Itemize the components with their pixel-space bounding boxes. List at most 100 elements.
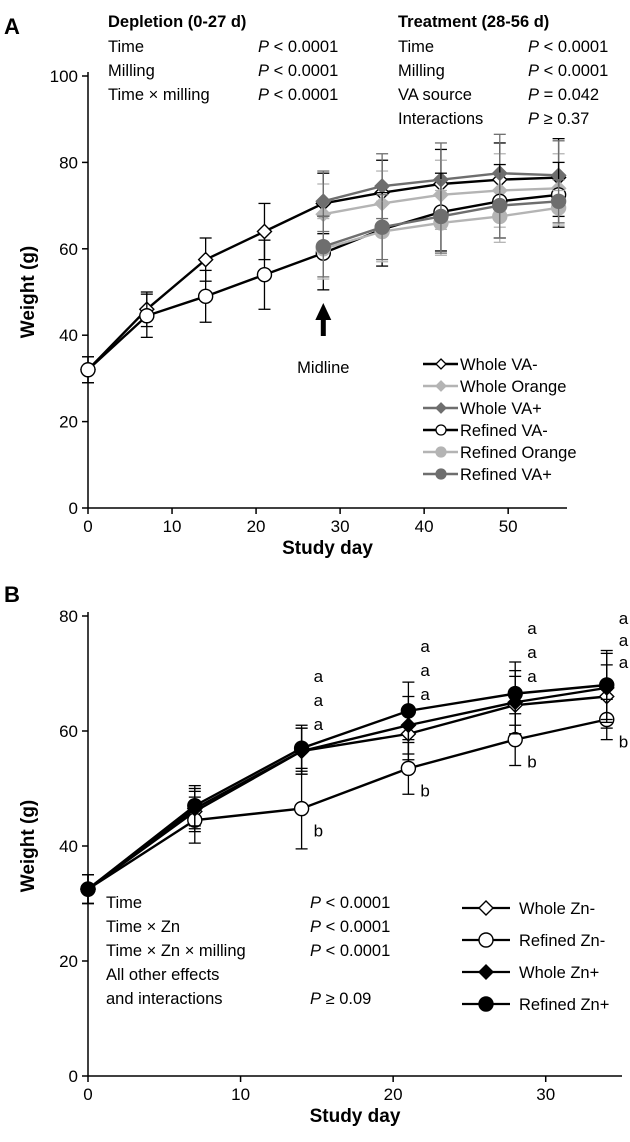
legend-marker bbox=[435, 424, 447, 436]
treatment-p: P < 0.0001 bbox=[528, 38, 608, 56]
group-letter-a: a bbox=[527, 643, 537, 662]
depletion-effect: Time bbox=[108, 38, 144, 56]
legend-marker bbox=[435, 380, 447, 392]
legend-marker bbox=[435, 358, 447, 370]
treatment-effect: Interactions bbox=[398, 110, 483, 128]
stat-effect: and interactions bbox=[106, 990, 223, 1008]
legend-marker bbox=[478, 932, 494, 948]
data-point bbox=[256, 267, 273, 283]
y-axis-title: Weight (g) bbox=[18, 800, 39, 893]
x-tick-label: 10 bbox=[231, 1085, 250, 1104]
group-letter-b: b bbox=[619, 733, 628, 752]
stat-p: P < 0.0001 bbox=[310, 894, 390, 912]
depletion-p: P < 0.0001 bbox=[258, 38, 338, 56]
data-point bbox=[550, 193, 567, 209]
stat-p: P < 0.0001 bbox=[310, 918, 390, 936]
legend-marker bbox=[435, 402, 447, 414]
treatment-p: P ≥ 0.37 bbox=[528, 110, 589, 128]
y-tick-label: 60 bbox=[59, 240, 78, 259]
x-axis-title: Study day bbox=[282, 538, 373, 559]
treatment-p: P = 0.042 bbox=[528, 86, 599, 104]
legend-label: Refined VA- bbox=[460, 422, 548, 440]
y-tick-label: 20 bbox=[59, 952, 78, 971]
data-point bbox=[197, 251, 214, 268]
x-tick-label: 30 bbox=[536, 1085, 555, 1104]
legend-item: Whole VA+ bbox=[423, 400, 542, 418]
group-letter-a: a bbox=[527, 667, 537, 686]
data-point bbox=[433, 208, 449, 225]
data-point bbox=[293, 800, 310, 817]
legend-item: Whole Zn- bbox=[462, 900, 595, 918]
legend-label: Refined Zn+ bbox=[519, 996, 609, 1014]
x-tick-label: 0 bbox=[83, 1085, 92, 1104]
depletion-effect: Milling bbox=[108, 62, 155, 80]
panel-b-label: B bbox=[4, 582, 20, 607]
group-letter-a: a bbox=[619, 653, 629, 672]
data-point bbox=[197, 288, 214, 305]
y-tick-label: 80 bbox=[59, 607, 78, 626]
series-line bbox=[87, 683, 607, 891]
legend-item: Whole VA- bbox=[423, 356, 538, 374]
y-tick-label: 60 bbox=[59, 722, 78, 741]
group-letter-b: b bbox=[420, 781, 429, 800]
data-point bbox=[187, 798, 203, 814]
group-letter-a: a bbox=[314, 691, 324, 710]
depletion-p: P < 0.0001 bbox=[258, 86, 338, 104]
x-tick-label: 20 bbox=[384, 1085, 403, 1104]
legend-item: Refined Zn+ bbox=[462, 996, 609, 1014]
series-line bbox=[87, 718, 608, 891]
x-tick-label: 50 bbox=[499, 517, 518, 536]
treatment-p: P < 0.0001 bbox=[528, 62, 608, 80]
y-tick-label: 0 bbox=[69, 499, 78, 518]
legend-label: Whole Zn+ bbox=[519, 964, 599, 982]
series-refined-va- bbox=[315, 172, 567, 278]
legend-marker bbox=[478, 964, 494, 980]
series-line bbox=[87, 686, 607, 891]
midline-label: Midline bbox=[297, 359, 349, 377]
data-point bbox=[80, 362, 96, 378]
depletion-effect: Time × milling bbox=[108, 86, 210, 104]
treatment-effect: VA source bbox=[398, 86, 472, 104]
legend-marker bbox=[435, 446, 447, 458]
y-tick-label: 40 bbox=[59, 326, 78, 345]
legend-marker bbox=[478, 996, 494, 1012]
series-refined-zn- bbox=[80, 649, 615, 905]
panel-a-label: A bbox=[4, 14, 20, 39]
legend-label: Refined VA+ bbox=[460, 466, 552, 484]
group-letter-a: a bbox=[314, 715, 324, 734]
legend-item: Refined Orange bbox=[423, 444, 577, 462]
panel-a: A 0 20 40 60 80 100 0 10 20 30 40 50 Study day Weight… bbox=[4, 13, 608, 559]
group-letter-b: b bbox=[527, 753, 536, 772]
treatment-effect: Time bbox=[398, 38, 434, 56]
legend-item: Refined VA+ bbox=[423, 466, 552, 484]
stat-effect: Time × Zn bbox=[106, 918, 180, 936]
x-tick-label: 40 bbox=[415, 517, 434, 536]
x-tick-label: 0 bbox=[83, 517, 92, 536]
data-point bbox=[256, 223, 273, 240]
x-tick-label: 30 bbox=[331, 517, 350, 536]
stat-effect: Time bbox=[106, 894, 142, 912]
data-point bbox=[507, 685, 523, 702]
data-point bbox=[315, 238, 331, 255]
data-point bbox=[374, 219, 390, 235]
legend-item: Whole Orange bbox=[423, 378, 566, 396]
group-letter-a: a bbox=[619, 609, 629, 628]
stat-p: P < 0.0001 bbox=[310, 942, 390, 960]
data-point bbox=[492, 197, 508, 214]
legend-label: Whole VA- bbox=[460, 356, 538, 374]
data-point bbox=[80, 881, 96, 897]
x-tick-label: 20 bbox=[247, 517, 266, 536]
legend-marker bbox=[435, 468, 447, 480]
legend-label: Refined Zn- bbox=[519, 932, 605, 950]
y-tick-label: 100 bbox=[50, 67, 78, 86]
treatment-title: Treatment (28-56 d) bbox=[398, 13, 549, 31]
data-point bbox=[400, 703, 417, 719]
stat-p: P ≥ 0.09 bbox=[310, 990, 371, 1008]
group-letter-a: a bbox=[420, 685, 430, 704]
legend-label: Whole Zn- bbox=[519, 900, 595, 918]
group-letter-b: b bbox=[314, 822, 323, 841]
x-axis-title: Study day bbox=[310, 1106, 401, 1127]
group-letter-a: a bbox=[420, 637, 430, 656]
